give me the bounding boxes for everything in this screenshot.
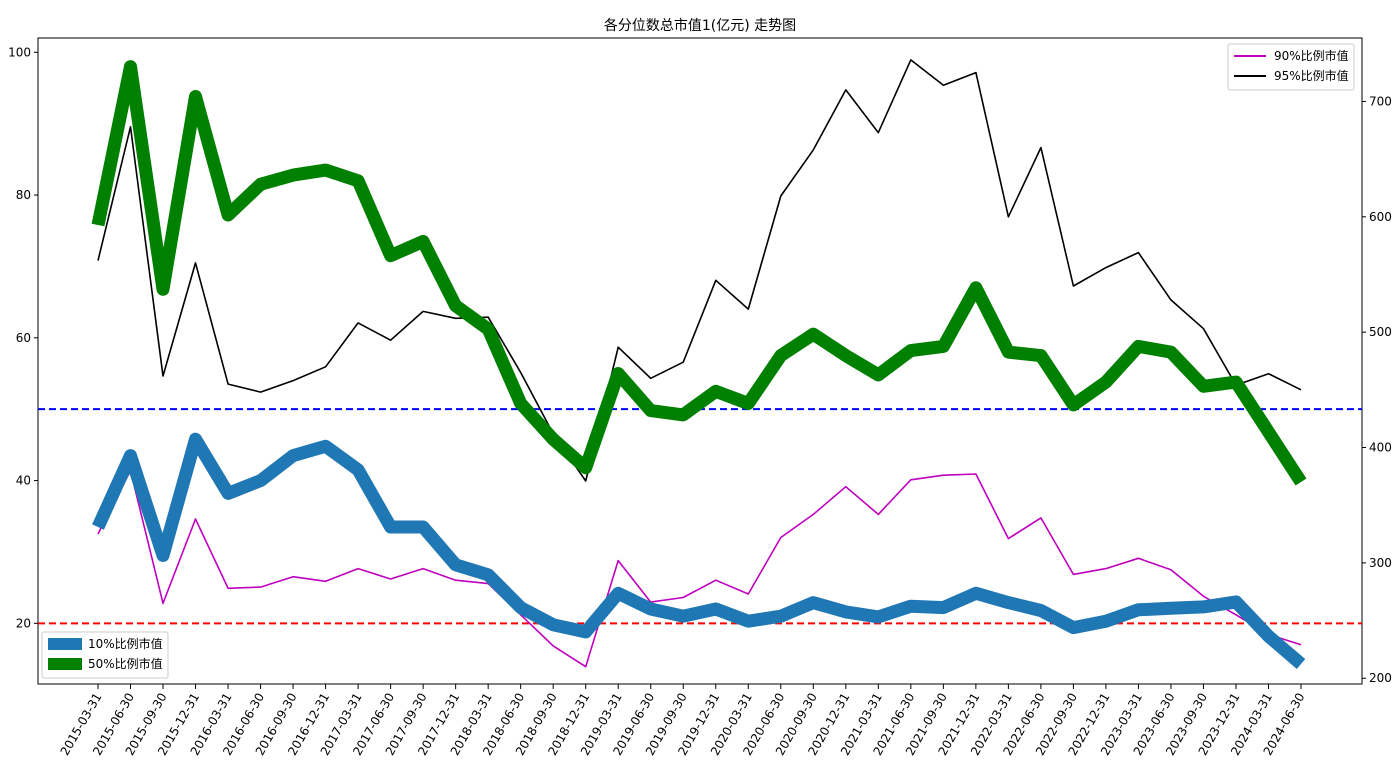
left-y-tick-label: 80 (16, 188, 31, 202)
series-line-1 (98, 67, 1301, 482)
right-y-tick-label: 300 (1369, 556, 1392, 570)
right-y-tick-label: 600 (1369, 210, 1392, 224)
legend-label: 10%比例市值 (88, 636, 163, 651)
left-y-tick-label: 40 (16, 474, 31, 488)
right-y-tick-label: 400 (1369, 441, 1392, 455)
legend-label: 90%比例市值 (1274, 48, 1349, 63)
left-y-tick-label: 60 (16, 331, 31, 345)
left-y-tick-label: 20 (16, 616, 31, 630)
legend-label: 50%比例市值 (88, 656, 163, 671)
right-y-tick-label: 200 (1369, 671, 1392, 685)
legend-label: 95%比例市值 (1274, 68, 1349, 83)
series-line-3 (98, 60, 1301, 481)
legend-swatch (48, 638, 82, 650)
series-line-0 (98, 439, 1301, 664)
plot-frame (38, 38, 1362, 684)
series-lines (98, 60, 1301, 667)
reference-lines (38, 409, 1362, 623)
legend-bottom-left: 10%比例市值 50%比例市值 (42, 632, 168, 678)
legend-top-right: 90%比例市值 95%比例市值 (1228, 44, 1354, 90)
right-y-tick-label: 500 (1369, 325, 1392, 339)
series-line-2 (98, 471, 1301, 667)
left-y-tick-label: 100 (8, 45, 31, 59)
right-y-tick-label: 700 (1369, 94, 1392, 108)
legend-swatch (48, 658, 82, 670)
chart-title: 各分位数总市值1(亿元) 走势图 (604, 17, 796, 34)
